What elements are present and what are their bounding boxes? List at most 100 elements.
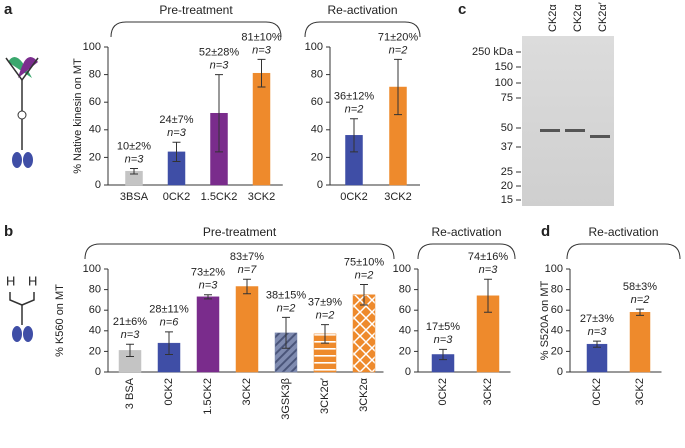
gel-marker-label: 250 kDa [472, 46, 514, 58]
value-label: 83±7% [230, 251, 264, 263]
x-tick-label: 3CK2α′ [319, 378, 331, 414]
error-bar [321, 324, 329, 344]
gel-lane-label: CK2α [547, 4, 559, 32]
y-tick-label: 60 [89, 304, 101, 316]
bar [629, 312, 651, 373]
bracket [84, 243, 395, 260]
value-label: 38±15% [266, 289, 307, 301]
chart-title: Re-activation [588, 225, 658, 239]
error-bar [243, 278, 251, 295]
x-tick-label: 3CK2 [241, 378, 253, 406]
gel-marker-label: 100 [495, 77, 513, 89]
y-tick-label: 80 [89, 284, 101, 296]
gel-marker-label: 150 [495, 61, 513, 73]
y-tick-label: 100 [83, 263, 101, 275]
gel-band [590, 135, 610, 138]
value-label: 24±7% [159, 114, 193, 126]
gel-lane-label: CK2α [572, 4, 584, 32]
k560-icon: H H [6, 273, 37, 342]
gel-marker-label: 50 [501, 122, 513, 134]
x-tick-label: 3GSK3β [280, 378, 292, 420]
n-label: n=7 [238, 264, 258, 276]
gel-band [540, 129, 560, 132]
n-label: n=3 [434, 334, 454, 346]
bar [586, 343, 608, 373]
n-label: n=3 [479, 264, 499, 276]
x-tick-label: 3CK2 [634, 378, 646, 406]
y-axis-label: % Native kinesin on MT [72, 58, 84, 174]
chart-title: Re-activation [327, 3, 397, 17]
gel-marker-label: 37 [501, 141, 513, 153]
x-tick-label: 0CK2 [163, 191, 191, 203]
value-label: 28±11% [149, 304, 189, 316]
n-label: n=3 [167, 127, 187, 139]
y-tick-label: 100 [83, 41, 101, 53]
gel-marker-label: 75 [501, 92, 513, 104]
n-label: n=3 [588, 326, 608, 338]
y-tick-label: 100 [545, 263, 563, 275]
kinesin-icon [5, 57, 39, 168]
error-bar [204, 294, 212, 300]
y-tick-label: 60 [399, 304, 411, 316]
gel-marker-label: 25 [501, 166, 513, 178]
y-axis-label: % K560 on MT [54, 284, 66, 357]
x-tick-label: 0CK2 [163, 378, 175, 406]
bar [196, 296, 220, 373]
y-tick-label: 20 [89, 345, 101, 357]
svg-text:H: H [28, 273, 37, 288]
n-label: n=2 [355, 269, 374, 281]
value-label: 71±20% [378, 31, 419, 43]
y-tick-label: 40 [89, 325, 101, 337]
x-tick-label: 0CK2 [340, 191, 368, 203]
y-tick-label: 0 [405, 366, 411, 378]
error-bar [282, 316, 290, 349]
panel-label: d [541, 223, 550, 240]
y-tick-label: 20 [399, 345, 411, 357]
error-bar [215, 74, 223, 153]
bracket [110, 21, 282, 38]
value-label: 75±10% [344, 256, 385, 268]
n-label: n=3 [121, 329, 141, 341]
n-label: n=2 [316, 310, 335, 322]
gel-marker-label: 15 [501, 194, 513, 206]
value-label: 17±5% [426, 321, 460, 333]
x-tick-label: 0CK2 [437, 378, 449, 406]
y-tick-label: 20 [89, 151, 101, 163]
y-tick-label: 40 [311, 124, 323, 136]
n-label: n=3 [252, 44, 272, 56]
value-label: 74±16% [468, 251, 509, 263]
error-bar [593, 340, 601, 348]
y-tick-label: 60 [311, 96, 323, 108]
panel-label: c [458, 1, 466, 18]
y-tick-label: 100 [393, 263, 411, 275]
y-tick-label: 40 [551, 325, 563, 337]
y-tick-label: 80 [399, 284, 411, 296]
y-tick-label: 0 [317, 179, 323, 191]
value-label: 10±2% [117, 140, 151, 152]
n-label: n=3 [210, 60, 230, 72]
value-label: 36±12% [334, 91, 375, 103]
gel-lane-label: CK2α′ [597, 2, 609, 32]
bar [252, 72, 271, 186]
chart-title: Pre-treatment [159, 3, 233, 17]
x-tick-label: 0CK2 [591, 378, 603, 406]
y-tick-label: 60 [89, 96, 101, 108]
svg-text:H: H [6, 273, 15, 288]
gel-image [522, 36, 614, 206]
y-tick-label: 0 [95, 179, 101, 191]
bracket [566, 243, 681, 260]
x-tick-label: 3CK2α [358, 377, 370, 412]
x-tick-label: 3CK2 [248, 191, 276, 203]
error-bar [360, 283, 368, 306]
chart-title: Pre-treatment [203, 225, 277, 239]
error-bar [130, 167, 138, 175]
error-bar [165, 331, 173, 355]
n-label: n=6 [160, 317, 180, 329]
value-label: 52±28% [199, 47, 240, 59]
x-tick-label: 3CK2 [384, 191, 412, 203]
value-label: 73±2% [191, 267, 225, 279]
bar [352, 294, 376, 373]
y-tick-label: 0 [557, 366, 563, 378]
panel-label: b [4, 223, 13, 240]
